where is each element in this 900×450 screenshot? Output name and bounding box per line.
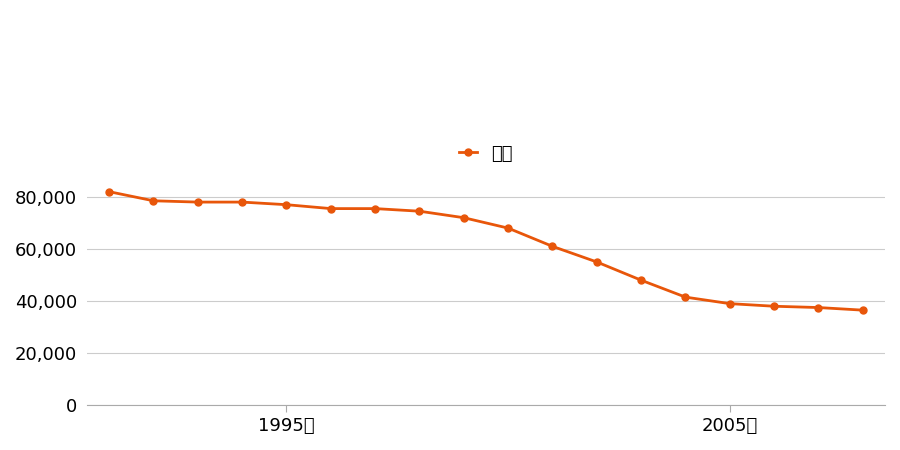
価格 — [724, 301, 735, 306]
Legend: 価格: 価格 — [452, 138, 520, 171]
価格 — [769, 304, 779, 309]
価格 — [547, 243, 558, 249]
価格 — [148, 198, 159, 203]
Line: 価格: 価格 — [105, 188, 867, 314]
価格 — [414, 208, 425, 214]
価格 — [858, 307, 868, 313]
価格 — [281, 202, 292, 207]
価格 — [591, 259, 602, 265]
価格 — [326, 206, 337, 211]
価格 — [458, 215, 469, 220]
価格 — [680, 294, 691, 300]
価格 — [104, 189, 114, 194]
価格 — [503, 225, 514, 231]
価格 — [635, 278, 646, 283]
価格 — [237, 199, 248, 205]
価格 — [813, 305, 824, 310]
価格 — [193, 199, 203, 205]
価格 — [370, 206, 381, 211]
